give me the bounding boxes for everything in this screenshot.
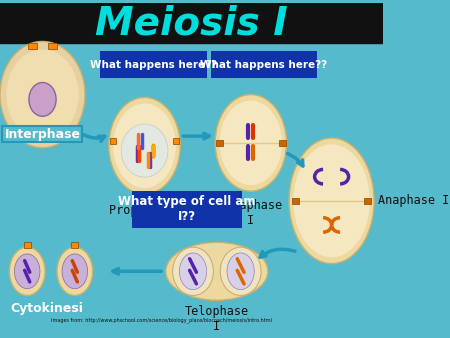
Ellipse shape [227, 253, 254, 290]
Ellipse shape [289, 138, 374, 264]
Bar [24, 242, 31, 248]
Bar [72, 242, 78, 248]
Ellipse shape [109, 97, 180, 194]
FancyBboxPatch shape [132, 191, 243, 228]
Text: Cytokinesi: Cytokinesi [10, 302, 83, 315]
Ellipse shape [220, 101, 282, 185]
Ellipse shape [180, 253, 207, 290]
Ellipse shape [220, 247, 261, 295]
Text: Meiosis I: Meiosis I [95, 4, 288, 42]
Bar [216, 140, 223, 146]
Bar [49, 43, 57, 49]
Text: What happens here??: What happens here?? [200, 59, 328, 70]
Bar [292, 198, 299, 204]
Text: Prophase I: Prophase I [109, 204, 180, 217]
Bar [110, 138, 117, 144]
Text: What happens here??: What happens here?? [90, 59, 217, 70]
Bar [173, 138, 180, 144]
Text: Anaphase I: Anaphase I [378, 194, 450, 207]
FancyBboxPatch shape [2, 126, 82, 142]
Ellipse shape [121, 124, 168, 177]
Bar [279, 140, 286, 146]
FancyBboxPatch shape [211, 51, 317, 78]
Text: Telophase
I: Telophase I [185, 305, 249, 333]
Text: Images from: http://www.phschool.com/science/biology_place/biocoach/meiosis/intr: Images from: http://www.phschool.com/sci… [51, 318, 272, 323]
Ellipse shape [113, 103, 176, 188]
Ellipse shape [6, 49, 79, 140]
Ellipse shape [57, 247, 93, 295]
FancyBboxPatch shape [100, 51, 207, 78]
Text: Interphase: Interphase [4, 128, 81, 141]
Ellipse shape [215, 95, 287, 191]
Ellipse shape [0, 42, 85, 148]
Ellipse shape [29, 82, 56, 116]
Ellipse shape [9, 247, 45, 295]
Text: What type of cell am
I??: What type of cell am I?? [118, 195, 256, 223]
Ellipse shape [173, 247, 213, 295]
Bar [364, 198, 371, 204]
Ellipse shape [293, 144, 370, 257]
Text: Metaphase
I: Metaphase I [219, 199, 283, 227]
Ellipse shape [166, 242, 268, 300]
Ellipse shape [62, 254, 88, 289]
Bar [28, 43, 36, 49]
Ellipse shape [14, 254, 40, 289]
Bar [0, 3, 382, 43]
